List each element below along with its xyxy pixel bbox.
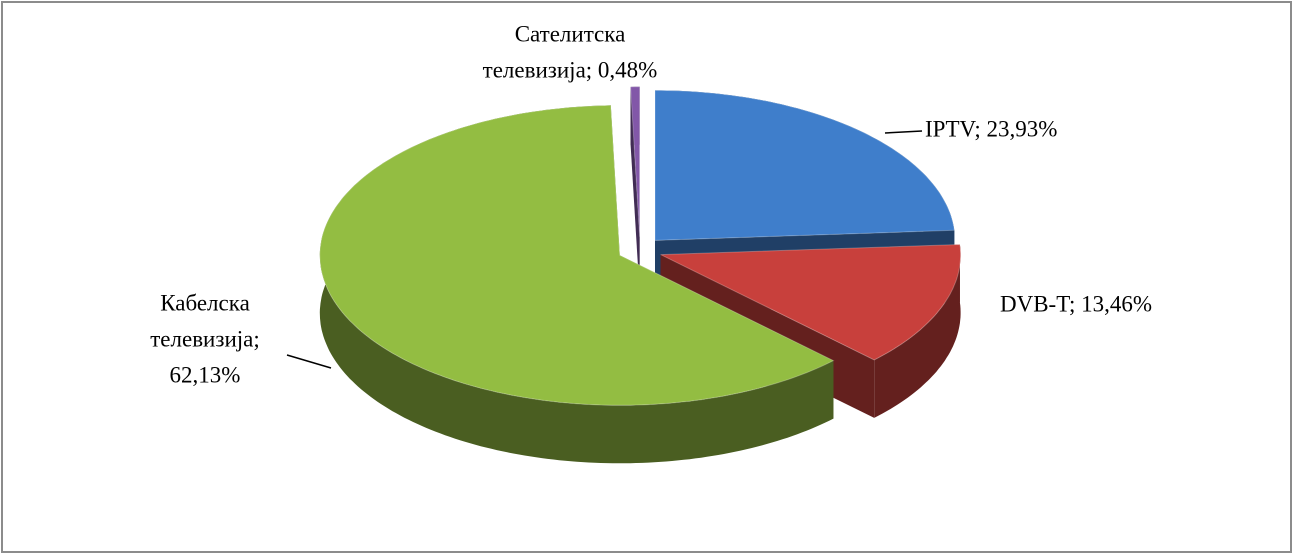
- leader-line: [884, 130, 923, 134]
- data-label: 62,13%: [170, 362, 241, 387]
- slice: [630, 86, 641, 237]
- data-label: IPTV; 23,93%: [925, 116, 1057, 141]
- leader-line: [286, 354, 332, 369]
- slice-side: [874, 244, 961, 418]
- data-label: телевизија;: [150, 326, 260, 351]
- labels: IPTV; 23,93% DVB-T; 13,46% Кабелска телевиз…: [150, 21, 1152, 387]
- slice: [660, 243, 962, 361]
- slice: [654, 89, 955, 241]
- slice: [319, 104, 835, 406]
- data-label: DVB-T; 13,46%: [1000, 291, 1152, 316]
- data-label: Кабелска: [160, 290, 250, 315]
- data-label: Сателитска: [515, 21, 626, 46]
- slice-side: [319, 105, 834, 464]
- pie: [319, 86, 962, 464]
- data-label: телевизија; 0,48%: [483, 57, 658, 82]
